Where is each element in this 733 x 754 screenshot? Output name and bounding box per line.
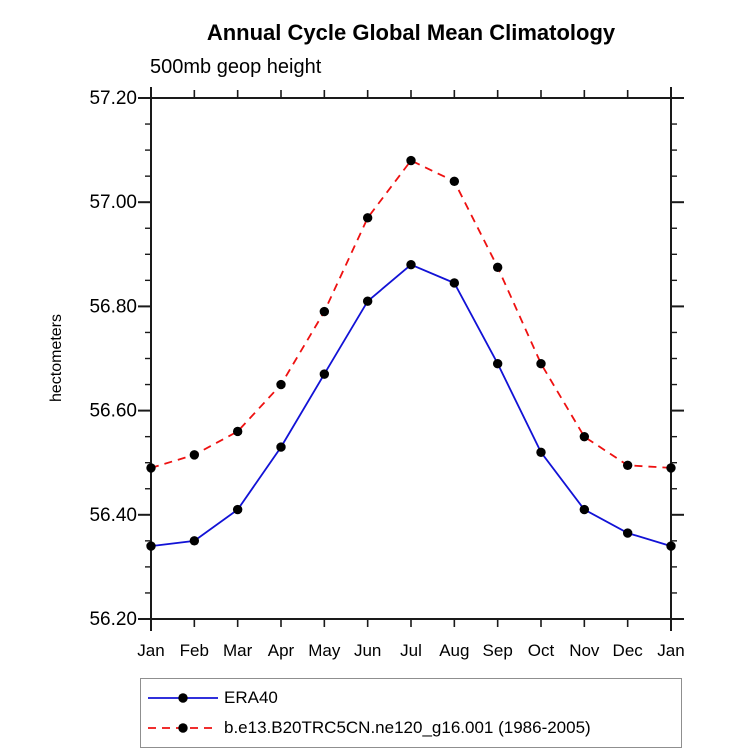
y-tick-label: 56.80 — [89, 296, 137, 317]
series-line-1 — [151, 161, 671, 468]
axis-frame — [151, 98, 671, 619]
y-tick-label: 56.60 — [89, 401, 137, 422]
x-tick-label: Sep — [483, 641, 513, 660]
series-1-marker — [146, 463, 155, 472]
series-0-marker — [580, 505, 589, 514]
series-1-marker — [363, 213, 372, 222]
legend-label-model: b.e13.B20TRC5CN.ne120_g16.001 (1986-2005… — [224, 718, 591, 738]
x-tick-label: Jul — [400, 641, 422, 660]
series-1-marker — [580, 432, 589, 441]
legend-row-model: b.e13.B20TRC5CN.ne120_g16.001 (1986-2005… — [146, 713, 681, 743]
series-0-marker — [146, 541, 155, 550]
series-0-marker — [450, 278, 459, 287]
legend-label-era40: ERA40 — [224, 688, 278, 708]
plot-area: 57.2057.0056.8056.6056.4056.20JanFebMarA… — [0, 0, 733, 754]
era40-line-sample-icon — [146, 692, 220, 704]
x-tick-label: Jan — [657, 641, 684, 660]
x-tick-label: Nov — [569, 641, 600, 660]
series-0-marker — [666, 541, 675, 550]
x-tick-label: Feb — [180, 641, 209, 660]
series-1-marker — [320, 307, 329, 316]
annual-cycle-chart: Annual Cycle Global Mean Climatology 500… — [0, 0, 733, 754]
x-tick-label: Jun — [354, 641, 381, 660]
x-tick-label: Dec — [613, 641, 644, 660]
series-1-marker — [190, 450, 199, 459]
series-1-marker — [536, 359, 545, 368]
y-tick-label: 56.40 — [89, 505, 137, 526]
series-0-marker — [233, 505, 242, 514]
series-1-marker — [406, 156, 415, 165]
series-1-marker — [450, 177, 459, 186]
series-0-marker — [276, 442, 285, 451]
legend-row-era40: ERA40 — [146, 683, 681, 713]
series-1-marker — [493, 263, 502, 272]
series-0-marker — [623, 528, 632, 537]
series-0-marker — [363, 296, 372, 305]
model-line-sample-icon — [146, 722, 220, 734]
series-1-marker — [233, 427, 242, 436]
series-1-marker — [623, 461, 632, 470]
series-line-0 — [151, 265, 671, 546]
series-0-marker — [190, 536, 199, 545]
y-tick-label: 57.00 — [89, 192, 137, 213]
series-0-marker — [536, 448, 545, 457]
x-tick-label: Mar — [223, 641, 253, 660]
series-1-marker — [276, 380, 285, 389]
x-tick-label: Aug — [439, 641, 469, 660]
y-tick-label: 56.20 — [89, 609, 137, 630]
y-tick-label: 57.20 — [89, 88, 137, 109]
legend: ERA40 b.e13.B20TRC5CN.ne120_g16.001 (198… — [140, 678, 682, 748]
series-0-marker — [493, 359, 502, 368]
x-tick-label: May — [308, 641, 341, 660]
plot-svg: 57.2057.0056.8056.6056.4056.20JanFebMarA… — [0, 0, 733, 754]
series-1-marker — [666, 463, 675, 472]
series-0-marker — [406, 260, 415, 269]
x-tick-label: Oct — [528, 641, 555, 660]
x-tick-label: Apr — [268, 641, 295, 660]
series-0-marker — [320, 369, 329, 378]
x-tick-label: Jan — [137, 641, 164, 660]
